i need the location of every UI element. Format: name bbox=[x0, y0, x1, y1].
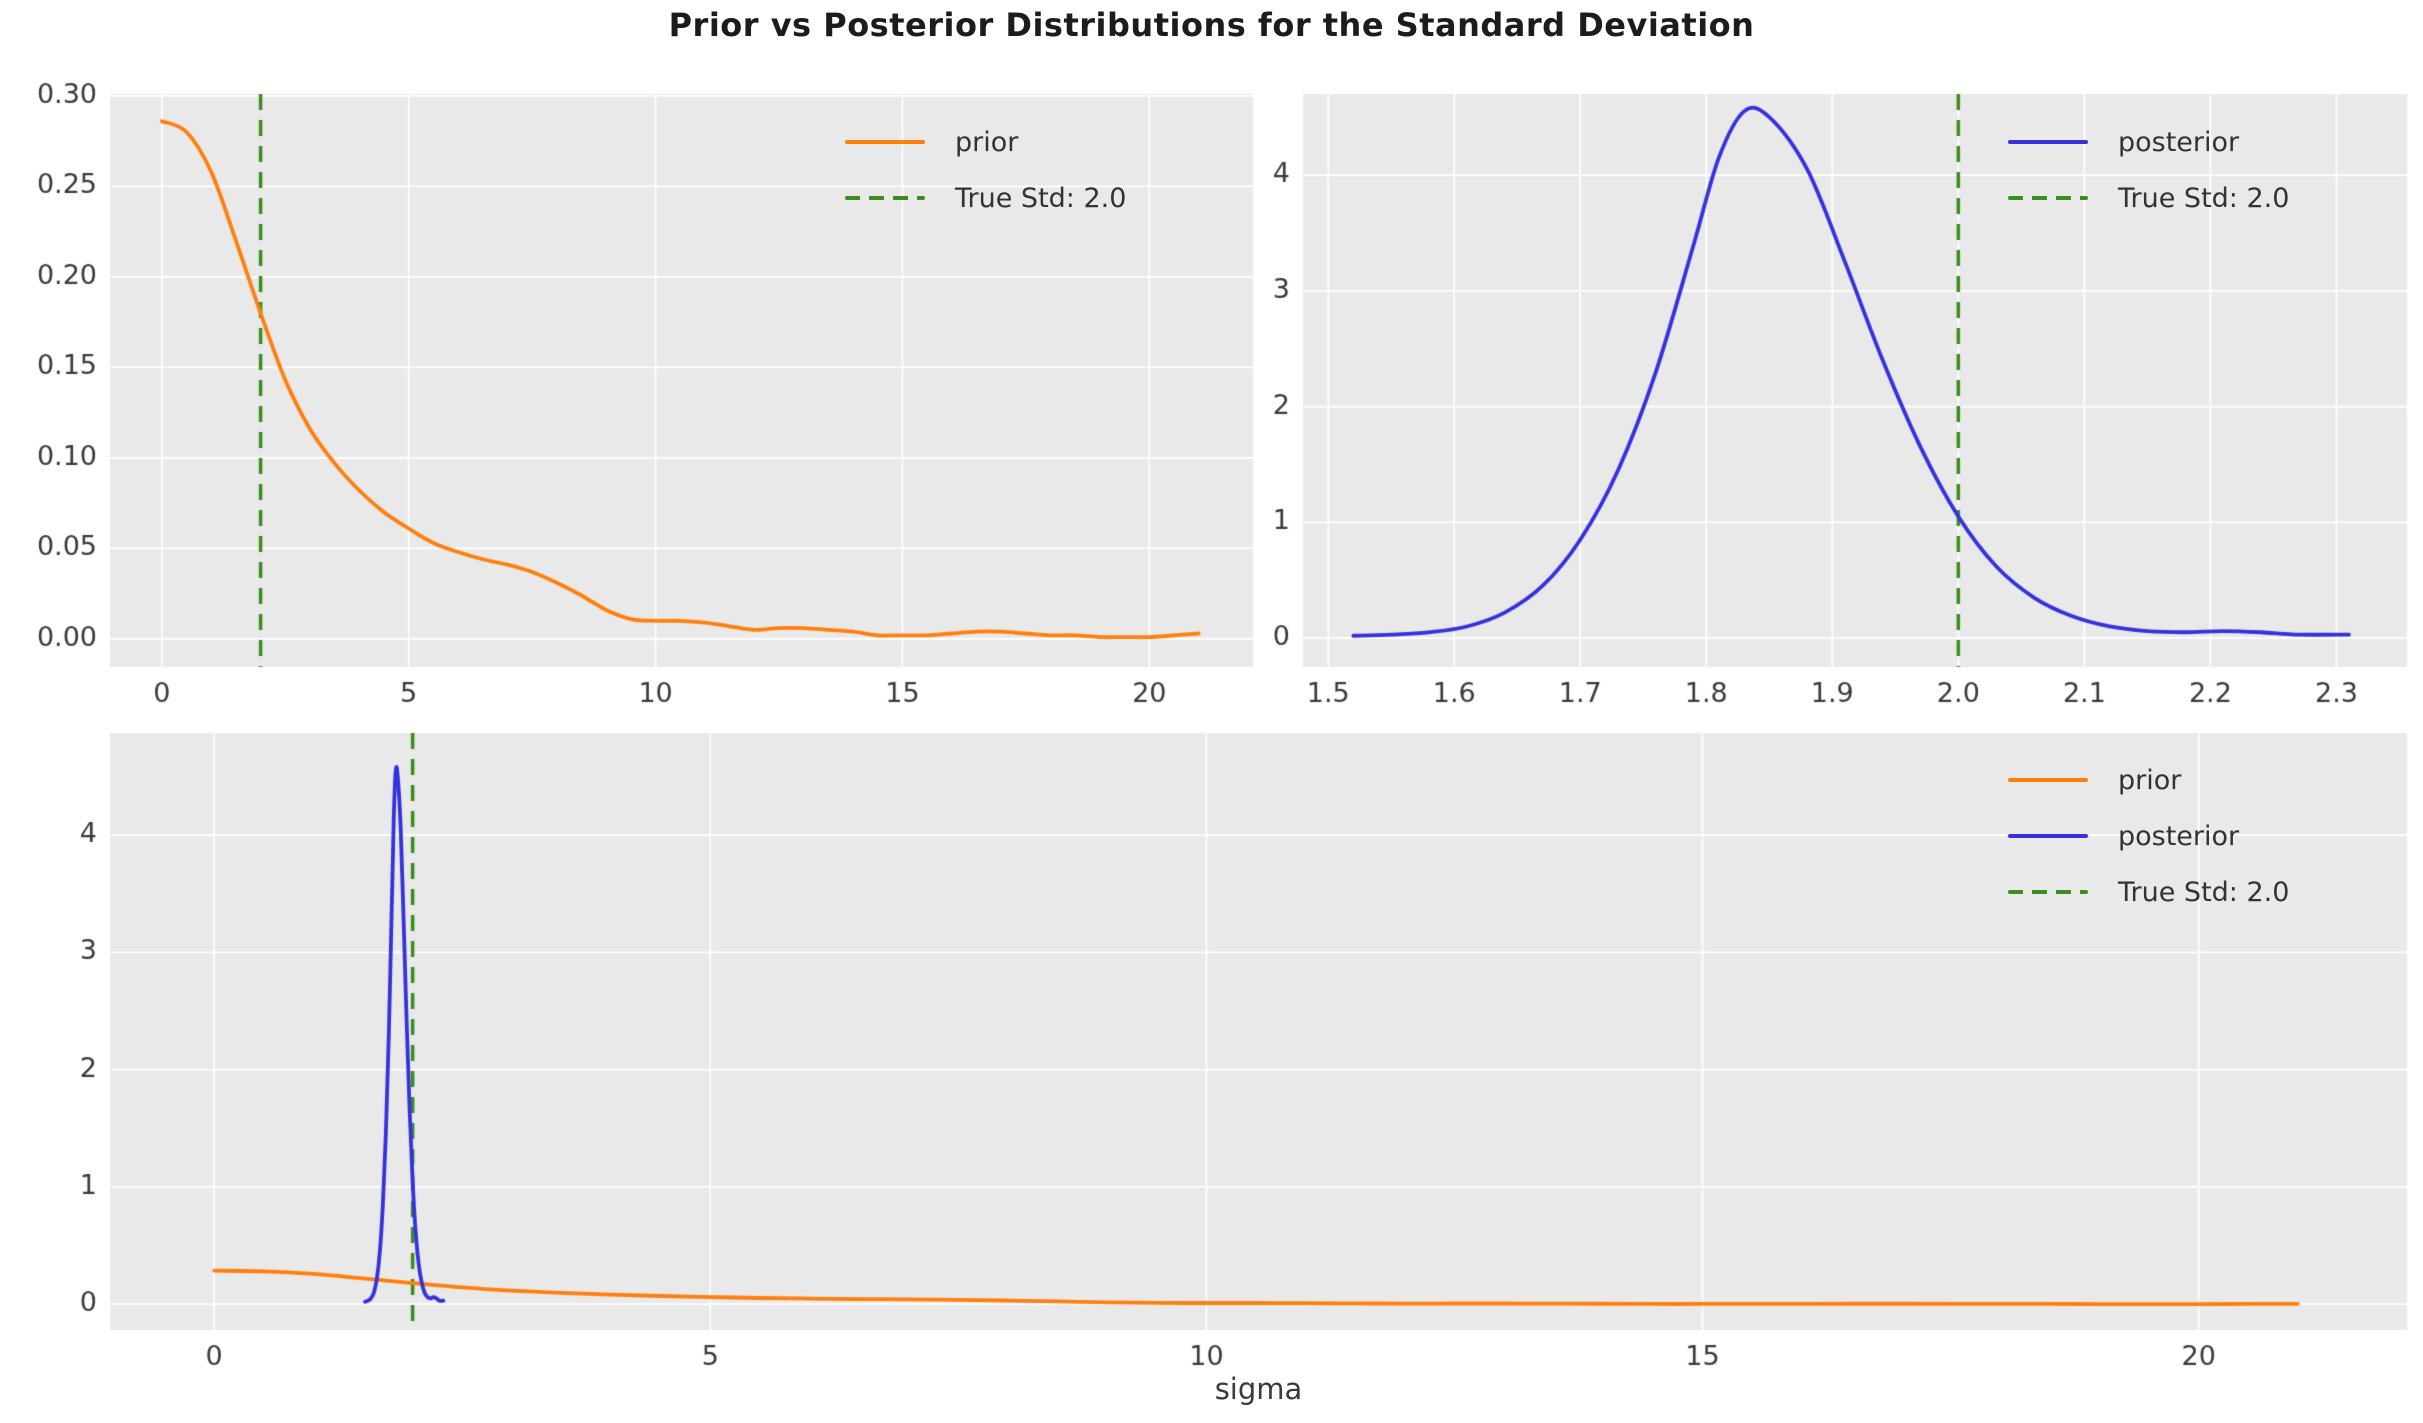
legend-item-true-std: True Std: 2.0 bbox=[2008, 864, 2289, 920]
prior-line-swatch bbox=[845, 140, 925, 144]
true-std-line-swatch bbox=[2008, 196, 2088, 200]
legend-label: True Std: 2.0 bbox=[2118, 182, 2290, 214]
legend-label: True Std: 2.0 bbox=[2118, 876, 2290, 908]
legend-label: prior bbox=[955, 126, 1019, 158]
true-std-line-swatch bbox=[2008, 890, 2088, 894]
x-axis-label-sigma: sigma bbox=[1214, 1372, 1303, 1406]
legend-item-prior: prior bbox=[2008, 752, 2289, 808]
legend-label: True Std: 2.0 bbox=[955, 182, 1127, 214]
legend-posterior-plot: posterior True Std: 2.0 bbox=[2008, 114, 2289, 226]
legend-item-posterior: posterior bbox=[2008, 114, 2289, 170]
legend-combined-plot: prior posterior True Std: 2.0 bbox=[2008, 752, 2289, 920]
posterior-line-swatch bbox=[2008, 834, 2088, 838]
figure-title: Prior vs Posterior Distributions for the… bbox=[668, 6, 1755, 44]
posterior-line-swatch bbox=[2008, 140, 2088, 144]
legend-label: prior bbox=[2118, 764, 2182, 796]
true-std-line-swatch bbox=[845, 196, 925, 200]
legend-label: posterior bbox=[2118, 820, 2240, 852]
legend-item-true-std: True Std: 2.0 bbox=[2008, 170, 2289, 226]
legend-prior-plot: prior True Std: 2.0 bbox=[845, 114, 1126, 226]
legend-item-true-std: True Std: 2.0 bbox=[845, 170, 1126, 226]
legend-item-prior: prior bbox=[845, 114, 1126, 170]
legend-label: posterior bbox=[2118, 126, 2240, 158]
prior-line-swatch bbox=[2008, 778, 2088, 782]
legend-item-posterior: posterior bbox=[2008, 808, 2289, 864]
